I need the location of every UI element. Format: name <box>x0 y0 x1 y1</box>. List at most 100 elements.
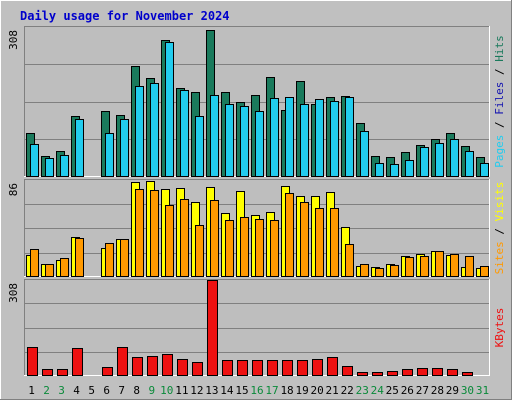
bar-sites-day-25 <box>390 265 399 277</box>
bar-kbytes-day-24 <box>372 372 383 376</box>
x-tick-label: 10 <box>160 384 173 397</box>
x-tick-label: 13 <box>205 384 218 397</box>
bar-kbytes-day-19 <box>297 360 308 376</box>
bar-files-day-28 <box>435 143 444 177</box>
bar-kbytes-day-22 <box>342 366 353 376</box>
bar-kbytes-day-17 <box>267 360 278 376</box>
bar-files-day-18 <box>285 97 294 177</box>
bar-sites-day-1 <box>30 249 39 277</box>
bar-kbytes-day-10 <box>162 354 173 376</box>
legend-visits: Visits <box>493 182 506 222</box>
bar-files-day-29 <box>450 139 459 177</box>
x-tick-label: 30 <box>461 384 474 397</box>
panel-hits-files-pages: 308 Pages / Files / Hits <box>7 26 506 177</box>
bar-files-day-8 <box>135 86 144 177</box>
x-tick-label: 19 <box>295 384 308 397</box>
bar-sites-day-7 <box>120 239 129 277</box>
x-tick-label: 17 <box>265 384 278 397</box>
bar-kbytes-day-7 <box>117 347 128 376</box>
bar-files-day-3 <box>60 155 69 177</box>
x-tick-label: 6 <box>103 384 110 397</box>
x-tick-label: 21 <box>326 384 339 397</box>
bar-sites-day-18 <box>285 193 294 277</box>
bar-files-day-2 <box>45 158 54 177</box>
x-tick-label: 20 <box>311 384 324 397</box>
bar-sites-day-14 <box>225 220 234 277</box>
bar-sites-day-29 <box>450 254 459 277</box>
x-tick-label: 29 <box>446 384 459 397</box>
series-kbytes <box>27 280 473 376</box>
x-tick-label: 5 <box>88 384 95 397</box>
legend-hits: Hits <box>493 35 506 62</box>
bar-kbytes-day-11 <box>177 359 188 376</box>
bar-kbytes-day-8 <box>132 357 143 376</box>
x-tick-label: 8 <box>133 384 140 397</box>
bar-kbytes-day-14 <box>222 360 233 376</box>
bar-files-day-6 <box>105 133 114 177</box>
x-tick-label: 16 <box>250 384 263 397</box>
bar-sites-day-17 <box>270 220 279 277</box>
bar-files-day-17 <box>270 98 279 177</box>
bar-sites-day-22 <box>345 244 354 277</box>
legend-separator: / <box>493 62 506 82</box>
x-tick-label: 22 <box>341 384 354 397</box>
bar-sites-day-21 <box>330 208 339 277</box>
series-files <box>30 42 489 177</box>
x-tick-label: 11 <box>175 384 188 397</box>
legend-separator: / <box>493 115 506 135</box>
bar-kbytes-day-28 <box>432 368 443 376</box>
bar-kbytes-day-3 <box>57 369 68 376</box>
x-axis: 1 2 3 4 5 6 7 8 9 10 11 12 13 14 15 16 17 18 19 20 21 22 23 24 2… <box>28 384 489 397</box>
right-legend: KBytes <box>493 308 506 348</box>
panel-kbytes: 308 KBytes <box>7 279 506 376</box>
bar-files-day-25 <box>390 164 399 177</box>
bar-files-day-26 <box>405 160 414 177</box>
bar-kbytes-day-16 <box>252 360 263 376</box>
bar-kbytes-day-6 <box>102 367 113 376</box>
x-tick-label: 27 <box>416 384 429 397</box>
y-max-label: 308 <box>7 30 20 50</box>
bar-sites-day-15 <box>240 217 249 277</box>
bar-kbytes-day-25 <box>387 371 398 376</box>
x-tick-label: 4 <box>73 384 80 397</box>
bar-files-day-20 <box>315 99 324 177</box>
plot-area <box>24 279 490 376</box>
bar-sites-day-31 <box>480 266 489 277</box>
bar-kbytes-day-30 <box>462 372 473 376</box>
x-tick-label: 23 <box>356 384 369 397</box>
bar-kbytes-day-12 <box>192 362 203 376</box>
bar-files-day-1 <box>30 144 39 177</box>
bar-sites-day-24 <box>375 268 384 277</box>
x-tick-label: 3 <box>58 384 65 397</box>
bar-sites-day-20 <box>315 208 324 277</box>
bar-files-day-7 <box>120 119 129 177</box>
x-tick-label: 15 <box>235 384 248 397</box>
bar-sites-day-13 <box>210 200 219 277</box>
bar-files-day-15 <box>240 106 249 177</box>
legend-kbytes: KBytes <box>493 308 506 348</box>
bar-files-day-4 <box>75 119 84 177</box>
x-tick-label: 2 <box>43 384 50 397</box>
bar-kbytes-day-20 <box>312 359 323 376</box>
bar-kbytes-day-4 <box>72 348 83 376</box>
right-legend: Pages / Files / Hits <box>493 35 506 168</box>
bar-sites-day-16 <box>255 219 264 277</box>
series-sites <box>30 189 489 277</box>
bar-files-day-19 <box>300 104 309 177</box>
bar-sites-day-28 <box>435 251 444 277</box>
x-tick-label: 31 <box>476 384 489 397</box>
legend-pages: Pages <box>493 135 506 168</box>
y-max-label: 308 <box>7 283 20 303</box>
bar-sites-day-11 <box>180 199 189 277</box>
bar-kbytes-day-29 <box>447 369 458 376</box>
legend-sites: Sites <box>493 241 506 274</box>
chart-title: Daily usage for November 2024 <box>20 9 230 23</box>
bar-sites-day-2 <box>45 264 54 277</box>
bar-kbytes-day-9 <box>147 356 158 376</box>
bar-files-day-9 <box>150 83 159 177</box>
bar-sites-day-8 <box>135 189 144 277</box>
bar-kbytes-day-13 <box>207 280 218 376</box>
bar-files-day-21 <box>330 101 339 177</box>
bar-sites-day-3 <box>60 258 69 277</box>
